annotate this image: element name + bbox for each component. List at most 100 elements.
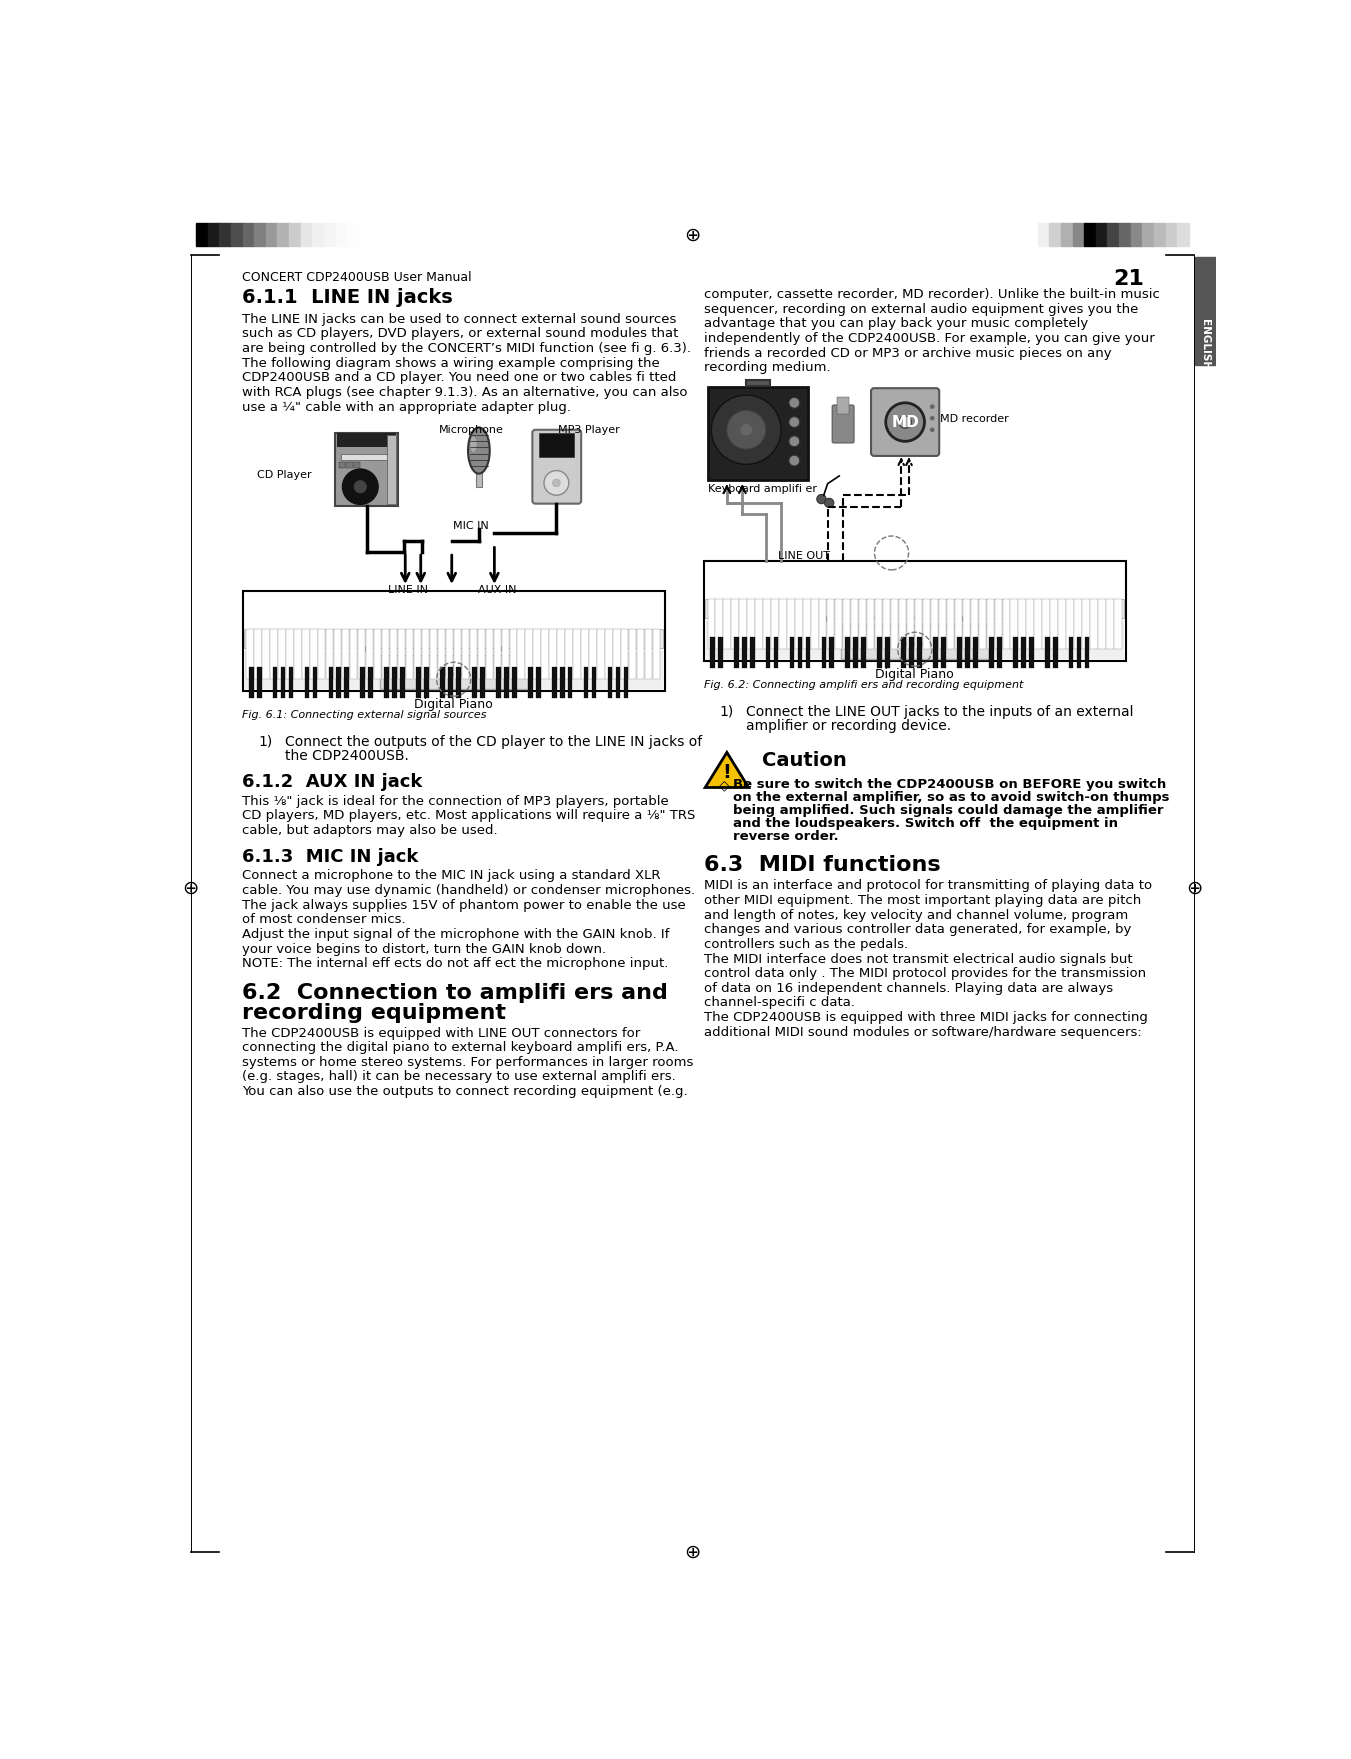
- Bar: [747, 600, 755, 649]
- Text: sequencer, recording on external audio equipment gives you the: sequencer, recording on external audio e…: [704, 303, 1138, 315]
- Bar: [424, 667, 430, 698]
- Bar: [805, 637, 811, 668]
- Bar: [947, 600, 954, 649]
- Bar: [592, 667, 596, 698]
- Bar: [584, 667, 589, 698]
- Bar: [621, 630, 628, 679]
- Text: and length of notes, key velocity and channel volume, program: and length of notes, key velocity and ch…: [704, 909, 1128, 922]
- Text: The following diagram shows a wiring example comprising the: The following diagram shows a wiring exa…: [242, 357, 661, 369]
- Text: ⊕: ⊕: [1186, 880, 1202, 899]
- Text: 1): 1): [719, 705, 734, 719]
- Bar: [1043, 600, 1050, 649]
- Bar: [846, 637, 850, 668]
- Text: Fig. 6.2: Connecting amplifi ers and recording equipment: Fig. 6.2: Connecting amplifi ers and rec…: [704, 681, 1023, 690]
- Text: 21: 21: [1113, 269, 1144, 288]
- Bar: [704, 561, 1125, 661]
- Text: Digital Piano: Digital Piano: [875, 668, 954, 681]
- Text: of data on 16 independent channels. Playing data are always: of data on 16 independent channels. Play…: [704, 982, 1113, 996]
- Text: advantage that you can play back your music completely: advantage that you can play back your mu…: [704, 317, 1088, 331]
- Bar: [317, 630, 326, 679]
- Bar: [1077, 637, 1081, 668]
- Bar: [1050, 223, 1061, 246]
- Circle shape: [789, 456, 800, 466]
- Bar: [942, 637, 946, 668]
- Bar: [504, 667, 509, 698]
- Bar: [405, 630, 413, 679]
- Text: friends a recorded CD or MP3 or archive music pieces on any: friends a recorded CD or MP3 or archive …: [704, 347, 1112, 359]
- Bar: [245, 651, 663, 690]
- Text: cable. You may use dynamic (handheld) or condenser microphones.: cable. You may use dynamic (handheld) or…: [242, 885, 696, 897]
- Bar: [1074, 600, 1082, 649]
- Bar: [630, 630, 636, 679]
- Bar: [821, 637, 827, 668]
- Bar: [1131, 223, 1143, 246]
- FancyBboxPatch shape: [532, 429, 581, 503]
- Bar: [1098, 600, 1105, 649]
- Bar: [1052, 637, 1058, 668]
- Bar: [485, 630, 493, 679]
- Bar: [1050, 600, 1058, 649]
- Bar: [534, 630, 540, 679]
- Text: being ampliﬁed. Such signals could damage the ampliﬁer: being ampliﬁed. Such signals could damag…: [734, 804, 1163, 816]
- Text: ⊕: ⊕: [684, 227, 700, 245]
- Bar: [909, 637, 915, 668]
- Bar: [742, 637, 747, 668]
- Bar: [1069, 637, 1074, 668]
- Circle shape: [789, 398, 800, 408]
- Bar: [955, 600, 962, 649]
- Bar: [709, 637, 715, 668]
- Bar: [350, 630, 358, 679]
- Bar: [854, 637, 858, 668]
- Bar: [859, 600, 866, 649]
- Bar: [340, 454, 389, 459]
- Bar: [407, 647, 413, 651]
- Bar: [915, 617, 921, 621]
- Text: are being controlled by the CONCERT’s MIDI function (see fi g. 6.3).: are being controlled by the CONCERT’s MI…: [242, 341, 692, 355]
- Bar: [312, 667, 317, 698]
- Bar: [750, 637, 755, 668]
- Bar: [400, 667, 405, 698]
- Text: The CDP2400USB is equipped with three MIDI jacks for connecting: The CDP2400USB is equipped with three MI…: [704, 1011, 1147, 1024]
- Bar: [884, 600, 890, 649]
- Bar: [536, 667, 540, 698]
- Bar: [517, 630, 524, 679]
- Text: channel-specifi c data.: channel-specifi c data.: [704, 997, 855, 1010]
- Bar: [249, 667, 254, 698]
- Text: Digital Piano: Digital Piano: [415, 698, 493, 711]
- Bar: [1035, 600, 1042, 649]
- Bar: [705, 621, 1124, 660]
- Bar: [962, 617, 969, 621]
- Circle shape: [817, 494, 825, 503]
- Bar: [994, 600, 1002, 649]
- Bar: [1044, 637, 1050, 668]
- Bar: [771, 600, 778, 649]
- Bar: [1013, 637, 1017, 668]
- Bar: [336, 433, 396, 447]
- Bar: [1073, 223, 1084, 246]
- Text: with RCA plugs (see chapter 9.1.3). As an alternative, you can also: with RCA plugs (see chapter 9.1.3). As a…: [242, 385, 688, 399]
- Bar: [1119, 223, 1131, 246]
- Text: reverse order.: reverse order.: [734, 830, 839, 843]
- Bar: [923, 600, 929, 649]
- Bar: [890, 600, 898, 649]
- Bar: [476, 445, 482, 487]
- Bar: [346, 463, 353, 468]
- Bar: [493, 630, 501, 679]
- Bar: [830, 637, 835, 668]
- Text: Connect the LINE OUT jacks to the inputs of an external: Connect the LINE OUT jacks to the inputs…: [746, 705, 1133, 719]
- Bar: [723, 600, 731, 649]
- Bar: [1082, 600, 1090, 649]
- Bar: [457, 667, 461, 698]
- Text: and the loudspeakers. Switch off  the equipment in: and the loudspeakers. Switch off the equ…: [734, 818, 1119, 830]
- Bar: [597, 630, 604, 679]
- Bar: [254, 630, 262, 679]
- Bar: [326, 630, 334, 679]
- Bar: [867, 600, 874, 649]
- Text: ENGLISH: ENGLISH: [1200, 318, 1210, 369]
- Bar: [416, 667, 422, 698]
- Bar: [917, 637, 921, 668]
- Bar: [392, 667, 397, 698]
- Bar: [558, 630, 565, 679]
- Bar: [717, 637, 723, 668]
- Bar: [796, 600, 802, 649]
